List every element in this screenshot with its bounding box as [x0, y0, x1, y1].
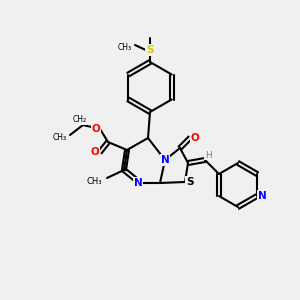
Text: O: O	[91, 147, 99, 157]
Text: CH₃: CH₃	[53, 134, 67, 142]
Text: O: O	[92, 124, 100, 134]
Text: S: S	[146, 45, 154, 55]
Text: N: N	[258, 191, 266, 201]
Text: H: H	[205, 151, 212, 160]
Text: N: N	[160, 155, 169, 165]
Text: O: O	[190, 133, 200, 143]
Text: CH₂: CH₂	[73, 116, 87, 124]
Text: CH₃: CH₃	[86, 176, 102, 185]
Text: S: S	[186, 177, 194, 187]
Text: N: N	[134, 178, 142, 188]
Text: CH₃: CH₃	[118, 43, 132, 52]
